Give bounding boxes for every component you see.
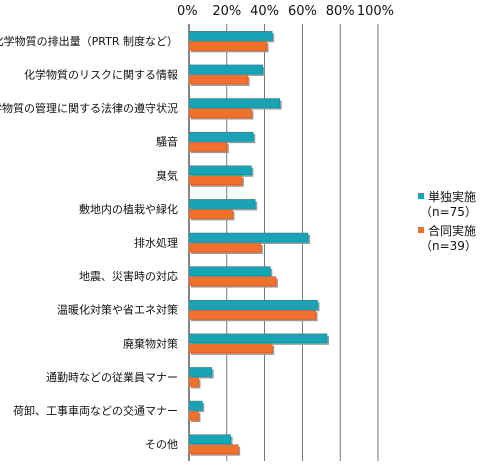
bar-single [188, 165, 252, 176]
bar-single [188, 199, 256, 209]
x-axis-ticks: 0% 20% 40% 60% 80% 100% [177, 4, 394, 19]
bar-joint [188, 242, 262, 253]
bar-single [188, 98, 280, 108]
bar-joint [188, 108, 252, 118]
bar-single [188, 232, 309, 243]
x-tick-label: 40% [250, 4, 279, 19]
bar-joint [188, 74, 248, 85]
bar-joint [188, 141, 228, 152]
category-label: 排水処理 [134, 236, 178, 250]
legend-series-name: 単独実施 [428, 189, 476, 204]
bar-single [188, 131, 254, 142]
category-label: 敷地内の植栽や緑化 [79, 202, 178, 216]
category-label: 荷卸、工事車両などの交通マナー [13, 404, 178, 418]
category-label: 廃棄物対策 [123, 336, 178, 350]
legend-sample-size: （n=75） [420, 205, 477, 219]
bar-single [188, 299, 318, 310]
bar-single [188, 434, 231, 444]
category-label: 化学物質の管理に関する法律の遵守状況 [0, 101, 178, 115]
category-labels: 化学物質の排出量（PRTR 制度など） 化学物質のリスクに関する情報化学物質の管理… [0, 34, 178, 451]
x-tick-label: 20% [212, 4, 241, 19]
bar-single [188, 266, 271, 276]
bars [188, 31, 329, 456]
bar-joint [188, 343, 273, 354]
category-label: 化学物質の排出量（PRTR 制度など） [0, 34, 178, 48]
bar-joint [188, 410, 199, 421]
legend-swatch [418, 193, 424, 199]
bar-single [188, 400, 203, 411]
category-label: 騒音 [156, 135, 178, 149]
category-label: 臭気 [156, 168, 178, 182]
bar-single [188, 64, 263, 75]
x-tick-label: 100% [357, 4, 394, 19]
bar-joint [188, 209, 233, 219]
category-label: 地震、災害時の対応 [79, 269, 178, 283]
bar-single [188, 333, 328, 344]
category-label: 温暖化対策や省エネ対策 [57, 303, 178, 317]
category-label: 化学物質のリスクに関する情報 [24, 67, 178, 81]
legend: 単独実施（n=75） 合同実施（n=39） [418, 189, 477, 253]
x-tick-label: 60% [288, 4, 317, 19]
x-tick-label: 80% [326, 4, 355, 19]
category-label: 通勤時などの従業員マナー [46, 371, 178, 384]
bar-joint [188, 41, 267, 51]
bar-single [188, 367, 212, 377]
category-label: その他 [145, 438, 178, 451]
bar-joint [188, 276, 277, 286]
x-tick-label: 0% [177, 4, 198, 19]
legend-series-name: 合同実施 [428, 223, 476, 238]
bar-single [188, 31, 273, 41]
bar-joint [188, 175, 243, 186]
bar-joint [188, 309, 316, 320]
legend-sample-size: （n=39） [420, 239, 477, 253]
bar-joint [188, 444, 239, 454]
legend-swatch [418, 227, 424, 233]
bar-joint [188, 377, 199, 387]
